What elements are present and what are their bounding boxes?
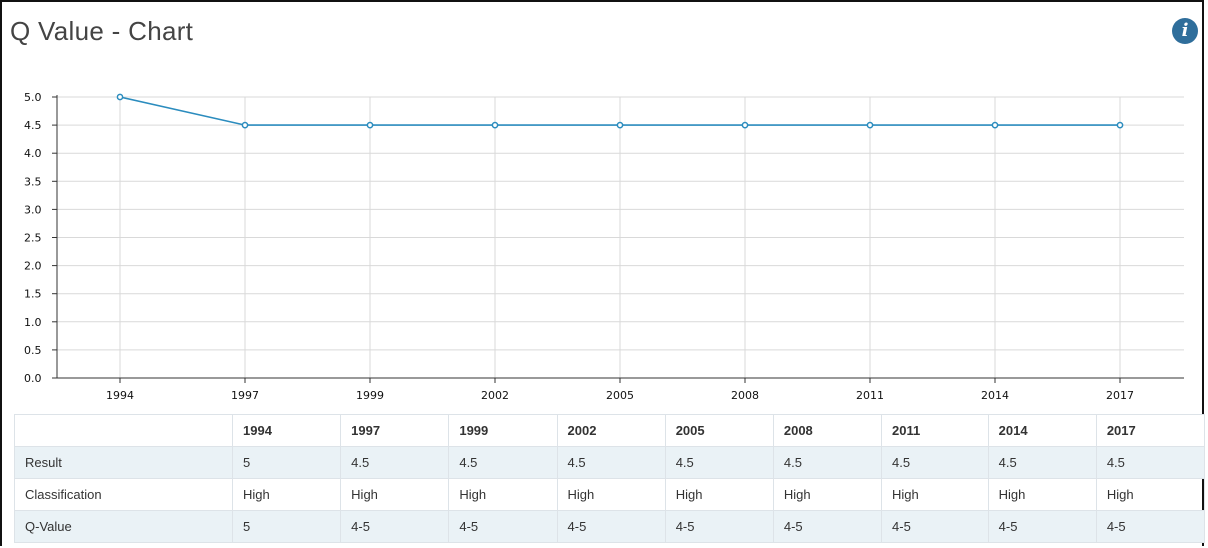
table-cell: 4-5 [881, 510, 989, 543]
x-tick-label: 2017 [1106, 389, 1134, 402]
table-cell: High [448, 478, 558, 511]
table-cell: 4.5 [340, 446, 450, 479]
column-header: 2017 [1095, 414, 1206, 447]
q-value-table: 1994 1997 1999 2002 2005 2008 2011 2014 2017 Resu… [14, 414, 1206, 543]
table-cell: 5 [231, 446, 342, 479]
table-cell: High [340, 478, 450, 511]
table-cell: 4.5 [664, 446, 774, 479]
table-cell: 4-5 [1095, 510, 1206, 543]
table-header-row: 1994 1997 1999 2002 2005 2008 2011 2014 2017 [14, 414, 1206, 447]
row-label: Q-Value [14, 510, 233, 543]
x-tick-label: 2014 [981, 389, 1009, 402]
table-cell: High [664, 478, 774, 511]
data-point [741, 121, 749, 129]
y-tick-label: 1.0 [24, 316, 42, 329]
column-header: 2014 [987, 414, 1097, 447]
table-cell: 5 [231, 510, 342, 543]
table-cell: 4-5 [987, 510, 1097, 543]
table-cell: 4-5 [340, 510, 450, 543]
table-row: Result 5 4.5 4.5 4.5 4.5 4.5 4.5 4.5 4.5 [14, 446, 1206, 479]
y-tick-label: 0.0 [24, 372, 42, 385]
info-icon[interactable]: i [1172, 18, 1198, 44]
table-cell: High [1095, 478, 1206, 511]
table-cell: 4-5 [772, 510, 883, 543]
y-tick-label: 4.0 [24, 147, 42, 160]
data-point [241, 121, 249, 129]
y-tick-label: 4.5 [24, 119, 42, 132]
data-point [866, 121, 874, 129]
x-tick-label: 2005 [606, 389, 634, 402]
data-point [991, 121, 999, 129]
table-cell: High [772, 478, 883, 511]
data-point [116, 93, 124, 101]
table-cell: 4.5 [1095, 446, 1206, 479]
x-tick-label: 1994 [106, 389, 134, 402]
row-label: Classification [14, 478, 233, 511]
x-tick-label: 2011 [856, 389, 884, 402]
x-tick-label: 1997 [231, 389, 259, 402]
x-tick-label: 2008 [731, 389, 759, 402]
table-cell: High [881, 478, 989, 511]
data-point [491, 121, 499, 129]
row-label: Result [14, 446, 233, 479]
y-tick-label: 2.5 [24, 232, 42, 245]
q-value-line-chart: 0.0 0.5 1.0 1.5 2.0 2.5 3.0 3.5 4.0 4.5 5.0 1994 199… [24, 91, 1184, 402]
column-header: 1997 [340, 414, 450, 447]
table-cell: 4.5 [881, 446, 989, 479]
table-row: Q-Value 5 4-5 4-5 4-5 4-5 4-5 4-5 4-5 4-5 [14, 510, 1206, 543]
column-header: 2005 [664, 414, 774, 447]
data-point [1116, 121, 1124, 129]
y-tick-label: 3.5 [24, 175, 42, 188]
table-cell: 4-5 [556, 510, 666, 543]
y-tick-label: 5.0 [24, 91, 42, 104]
table-row: Classification High High High High High High Hi… [14, 478, 1206, 511]
column-header: 1994 [231, 414, 342, 447]
table-cell: High [231, 478, 342, 511]
x-tick-label: 2002 [481, 389, 509, 402]
table-cell: 4-5 [448, 510, 558, 543]
y-tick-label: 3.0 [24, 203, 42, 216]
column-header: 2011 [881, 414, 989, 447]
column-header: 1999 [448, 414, 558, 447]
x-tick-label: 1999 [356, 389, 384, 402]
table-cell: 4-5 [664, 510, 774, 543]
column-header: 2002 [556, 414, 666, 447]
column-header [14, 414, 233, 447]
data-point [366, 121, 374, 129]
table-cell: 4.5 [448, 446, 558, 479]
y-tick-label: 0.5 [24, 344, 42, 357]
table-cell: High [556, 478, 666, 511]
page-title: Q Value - Chart [10, 16, 194, 46]
table-cell: 4.5 [556, 446, 666, 479]
y-tick-label: 1.5 [24, 288, 42, 301]
column-header: 2008 [772, 414, 883, 447]
table-cell: 4.5 [772, 446, 883, 479]
table-cell: High [987, 478, 1097, 511]
y-tick-label: 2.0 [24, 260, 42, 273]
table-cell: 4.5 [987, 446, 1097, 479]
data-point [616, 121, 624, 129]
